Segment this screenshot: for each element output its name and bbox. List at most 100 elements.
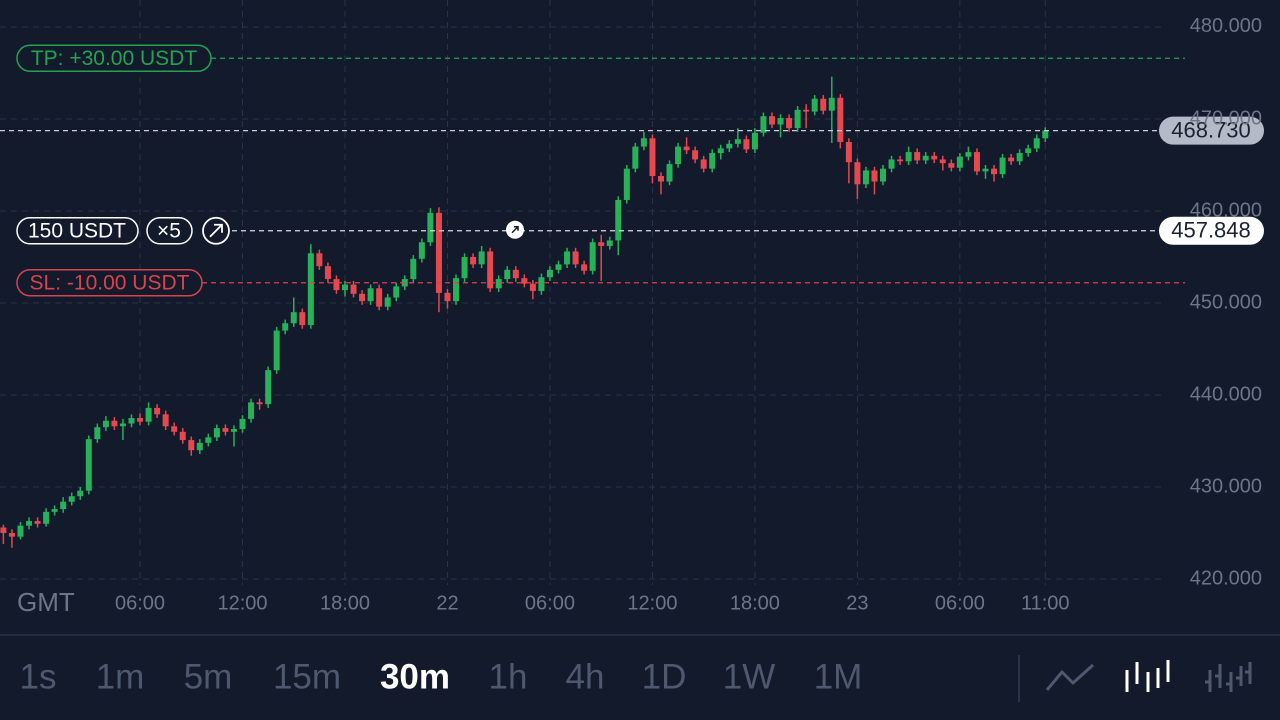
candle-body (931, 155, 938, 160)
candle-body (529, 283, 536, 292)
candle-body (43, 511, 50, 524)
position-size-pill[interactable] (16, 217, 139, 245)
share-arrow (209, 223, 223, 238)
candle-body (581, 264, 588, 271)
candle-body (171, 426, 178, 432)
candle-body (538, 277, 545, 292)
candle-body (666, 164, 673, 182)
candle-body (786, 118, 793, 129)
candle-body (0, 527, 7, 534)
leverage: ×5 (157, 219, 181, 242)
x-tick-label: 06:00 (115, 592, 165, 614)
candles (0, 76, 1049, 548)
candle-body (179, 431, 186, 441)
candle-body (453, 278, 460, 302)
candle-body (803, 109, 810, 112)
candle-body (222, 428, 229, 432)
candle-body (794, 109, 801, 129)
candle-body (973, 152, 980, 172)
candle-body (692, 150, 699, 160)
candle-body (418, 242, 425, 259)
x-tick-label: 18:00 (730, 592, 780, 614)
candle-body (751, 132, 758, 150)
candle-body (555, 264, 562, 270)
timeframe-button[interactable]: 4h (566, 657, 605, 696)
bars-icon[interactable] (1205, 662, 1252, 692)
candle-body (880, 168, 887, 182)
timeframe-button[interactable]: 1m (96, 657, 145, 696)
candle-body (299, 312, 306, 326)
candle-body (384, 297, 391, 307)
position-size: 150 USDT (28, 219, 126, 242)
leverage-pill[interactable] (146, 217, 193, 245)
candle-body (632, 146, 639, 169)
candle-body (991, 168, 998, 175)
candle-body (85, 439, 92, 491)
candle-body (1033, 138, 1040, 149)
candle-body (504, 269, 511, 280)
candle-body (999, 157, 1006, 175)
candle-body (213, 428, 220, 438)
chart-type-candles[interactable] (1125, 660, 1170, 692)
candle-body (598, 242, 605, 246)
candle-body (854, 162, 861, 185)
candle-body (162, 414, 169, 427)
take-profit-pill[interactable] (16, 44, 212, 72)
candle-body (956, 156, 963, 168)
stop-loss-pill[interactable] (16, 268, 203, 297)
line-icon[interactable] (1045, 663, 1095, 691)
candle-body (333, 279, 340, 291)
x-tick-label: 22 (436, 592, 458, 614)
candle-body (820, 98, 827, 111)
timeframe-button[interactable]: 15m (273, 657, 341, 696)
candle-body (845, 141, 852, 163)
candle-body (128, 418, 135, 424)
candle-body (546, 269, 553, 278)
candle-body (290, 312, 297, 324)
candle-body (342, 284, 348, 291)
timeframe-button[interactable]: 1W (723, 657, 776, 696)
candle-body (828, 97, 835, 111)
candle-body (769, 116, 775, 125)
entry-price-label: 457.848 (1171, 218, 1251, 243)
candle-body (1025, 148, 1032, 154)
chart-type-line[interactable] (1045, 663, 1095, 691)
candle-body (717, 148, 724, 154)
x-tick-label: 11:00 (1021, 592, 1070, 614)
candle-body (324, 266, 331, 280)
candle-body (444, 292, 451, 302)
candle-body (316, 253, 323, 267)
y-tick-label: 450.000 (1190, 291, 1262, 313)
candle-body (939, 159, 946, 164)
y-tick-label: 470.000 (1190, 107, 1262, 129)
candle-body (435, 212, 442, 293)
timeframe-button[interactable]: 1h (489, 657, 528, 696)
x-tick-label: 23 (846, 592, 868, 614)
candle-body (51, 509, 58, 512)
candle-body (709, 153, 716, 169)
candle-body (393, 286, 400, 298)
x-tick-label: 06:00 (935, 592, 985, 614)
share-button[interactable] (202, 216, 230, 245)
candle-body (521, 278, 528, 284)
candle-body (760, 116, 767, 133)
timeframe-button[interactable]: 1M (814, 657, 863, 696)
candle-body (350, 284, 357, 294)
candle-body (657, 176, 664, 182)
candle-body (905, 152, 912, 162)
grid (0, 0, 1165, 585)
timeframe-button[interactable]: 5m (184, 657, 233, 696)
timeframe-button[interactable]: 1s (20, 657, 57, 696)
candle-body (119, 423, 126, 427)
candle-body (675, 146, 682, 165)
candle-body (461, 256, 468, 279)
candle-body (427, 212, 434, 243)
candle-body (265, 370, 272, 405)
candle-body (897, 159, 904, 162)
chart-type-bars[interactable] (1205, 662, 1252, 692)
timeframe-button[interactable]: 30m (380, 657, 450, 696)
x-tick-label: 12:00 (627, 592, 677, 614)
candle-body (307, 253, 314, 326)
timeframe-button[interactable]: 1D (642, 657, 687, 696)
candle-body (256, 402, 263, 405)
